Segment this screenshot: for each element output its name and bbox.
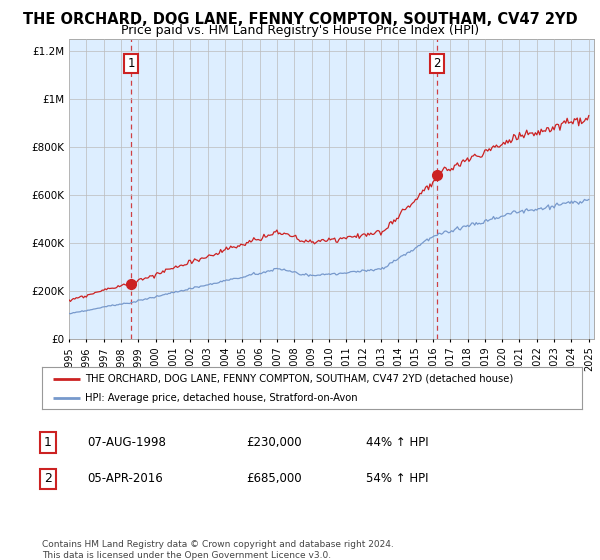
Text: 2: 2	[433, 57, 441, 69]
Text: THE ORCHARD, DOG LANE, FENNY COMPTON, SOUTHAM, CV47 2YD: THE ORCHARD, DOG LANE, FENNY COMPTON, SO…	[23, 12, 577, 27]
Text: Contains HM Land Registry data © Crown copyright and database right 2024.
This d: Contains HM Land Registry data © Crown c…	[42, 540, 394, 560]
Text: 1: 1	[127, 57, 135, 69]
Text: 05-APR-2016: 05-APR-2016	[87, 472, 163, 486]
Text: 07-AUG-1998: 07-AUG-1998	[87, 436, 166, 449]
Text: £685,000: £685,000	[246, 472, 302, 486]
Text: Price paid vs. HM Land Registry's House Price Index (HPI): Price paid vs. HM Land Registry's House …	[121, 24, 479, 37]
Text: HPI: Average price, detached house, Stratford-on-Avon: HPI: Average price, detached house, Stra…	[85, 393, 358, 403]
Text: £230,000: £230,000	[246, 436, 302, 449]
Text: 54% ↑ HPI: 54% ↑ HPI	[366, 472, 428, 486]
Text: THE ORCHARD, DOG LANE, FENNY COMPTON, SOUTHAM, CV47 2YD (detached house): THE ORCHARD, DOG LANE, FENNY COMPTON, SO…	[85, 374, 514, 384]
Text: 44% ↑ HPI: 44% ↑ HPI	[366, 436, 428, 449]
Text: 2: 2	[44, 472, 52, 486]
Text: 1: 1	[44, 436, 52, 449]
